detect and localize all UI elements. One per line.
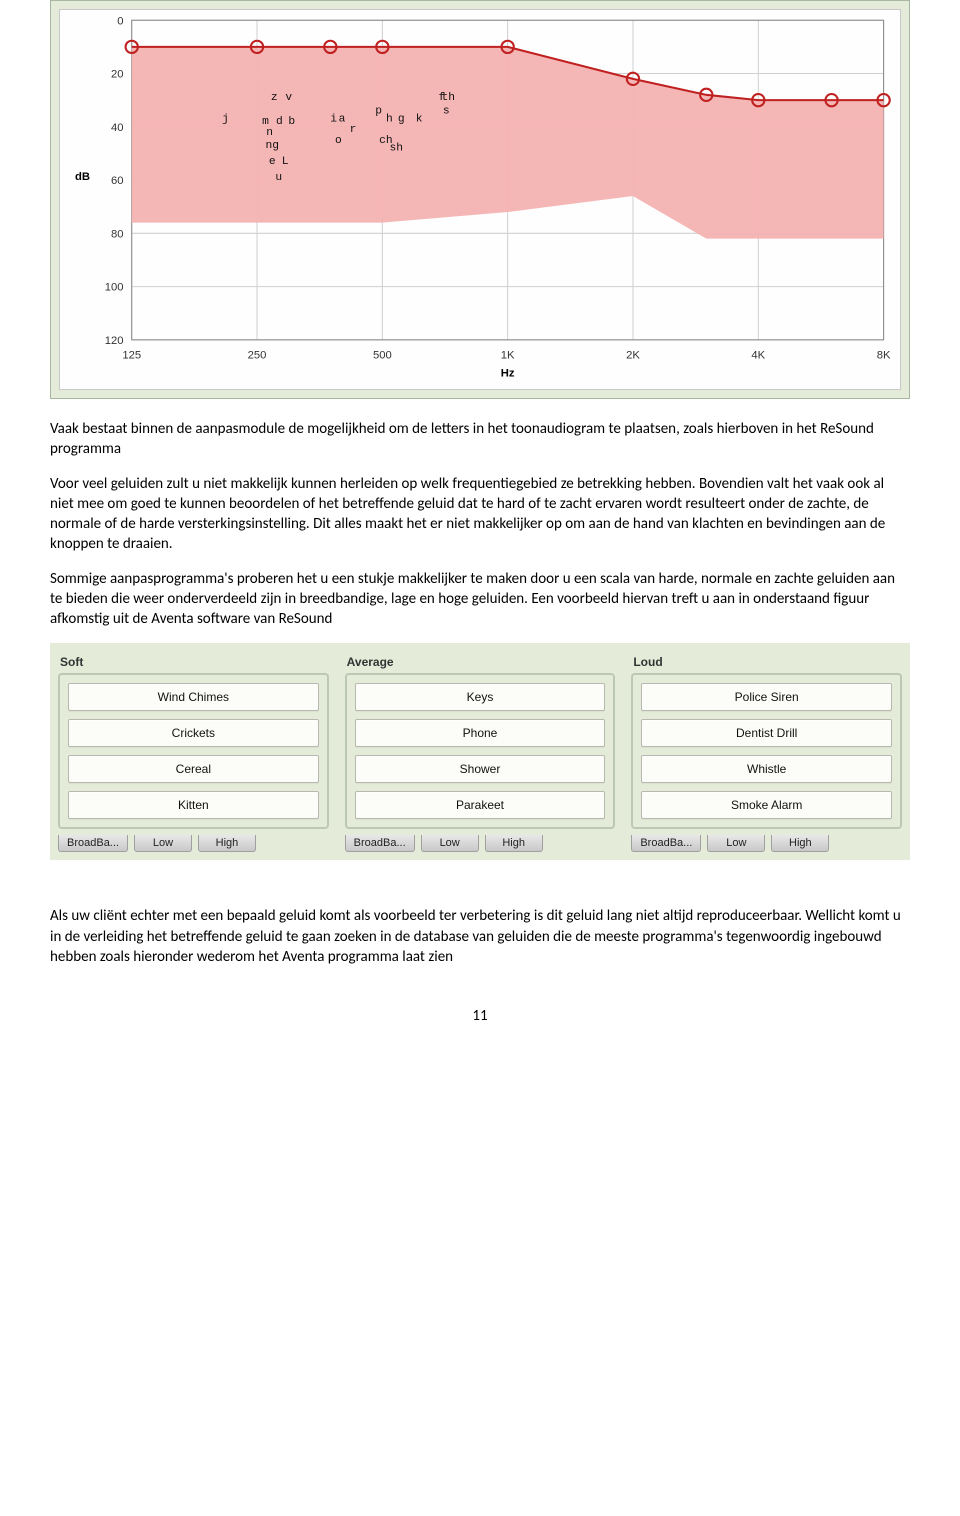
svg-text:p: p [375, 105, 382, 117]
tab-low[interactable]: Low [707, 835, 765, 852]
svg-text:L: L [282, 156, 289, 168]
sound-button[interactable]: Wind Chimes [68, 683, 319, 711]
svg-text:ng: ng [266, 140, 280, 152]
sound-column-soft: Soft Wind Chimes Crickets Cereal Kitten Broad… [58, 651, 329, 852]
page-number: 11 [50, 1007, 910, 1025]
svg-text:n: n [266, 127, 273, 139]
svg-text:500: 500 [373, 349, 392, 361]
sound-box: Wind Chimes Crickets Cereal Kitten [58, 673, 329, 829]
tab-broadba[interactable]: BroadBa... [58, 835, 128, 852]
svg-text:z: z [271, 92, 278, 104]
svg-text:e: e [269, 156, 276, 168]
sound-button[interactable]: Whistle [641, 755, 892, 783]
sound-column-average: Average Keys Phone Shower Parakeet BroadBa...… [345, 651, 616, 852]
sound-button[interactable]: Kitten [68, 791, 319, 819]
svg-text:2K: 2K [626, 349, 640, 361]
svg-text:8K: 8K [877, 349, 891, 361]
sound-box: Police Siren Dentist Drill Whistle Smoke Al… [631, 673, 902, 829]
sound-button[interactable]: Smoke Alarm [641, 791, 892, 819]
svg-text:4K: 4K [751, 349, 765, 361]
svg-text:dB: dB [75, 171, 90, 183]
audiogram-container: 0204060801001201252505001K2K4K8KdBHzjzvm… [50, 0, 910, 399]
paragraph-4: Als uw cliënt echter met een bepaald gel… [50, 906, 910, 967]
svg-text:80: 80 [111, 228, 124, 240]
sound-button[interactable]: Shower [355, 755, 606, 783]
audiogram-chart: 0204060801001201252505001K2K4K8KdBHzjzvm… [59, 9, 901, 390]
tab-row: BroadBa... Low High [58, 835, 329, 852]
tab-row: BroadBa... Low High [345, 835, 616, 852]
paragraph-1: Vaak bestaat binnen de aanpasmodule de m… [50, 419, 910, 460]
svg-text:th: th [442, 92, 456, 104]
tab-row: BroadBa... Low High [631, 835, 902, 852]
svg-text:r: r [350, 124, 357, 136]
tab-high[interactable]: High [485, 835, 543, 852]
sound-column-loud: Loud Police Siren Dentist Drill Whistle Smok… [631, 651, 902, 852]
svg-text:o: o [335, 135, 342, 147]
svg-text:125: 125 [122, 349, 141, 361]
paragraph-2: Voor veel geluiden zult u niet makkelijk… [50, 474, 910, 555]
tab-low[interactable]: Low [421, 835, 479, 852]
svg-text:sh: sh [389, 143, 403, 155]
svg-text:b: b [288, 116, 295, 128]
tab-high[interactable]: High [198, 835, 256, 852]
svg-text:i: i [330, 113, 337, 125]
svg-text:60: 60 [111, 175, 124, 187]
svg-text:a: a [339, 113, 346, 125]
svg-text:0: 0 [117, 15, 123, 27]
svg-text:1K: 1K [501, 349, 515, 361]
tab-broadba[interactable]: BroadBa... [345, 835, 415, 852]
svg-text:s: s [443, 105, 450, 117]
sound-button[interactable]: Keys [355, 683, 606, 711]
svg-text:k: k [416, 113, 423, 125]
sound-column-title: Soft [58, 651, 329, 673]
svg-text:100: 100 [105, 282, 124, 294]
svg-text:g: g [398, 113, 405, 125]
tab-low[interactable]: Low [134, 835, 192, 852]
paragraph-3: Sommige aanpasprogramma's proberen het u… [50, 569, 910, 630]
svg-text:40: 40 [111, 122, 124, 134]
tab-high[interactable]: High [771, 835, 829, 852]
sound-box: Keys Phone Shower Parakeet [345, 673, 616, 829]
audiogram-svg: 0204060801001201252505001K2K4K8KdBHzjzvm… [60, 10, 900, 389]
sound-button[interactable]: Crickets [68, 719, 319, 747]
svg-text:u: u [275, 172, 282, 184]
sound-panel: Soft Wind Chimes Crickets Cereal Kitten Broad… [50, 643, 910, 860]
sound-column-title: Loud [631, 651, 902, 673]
sound-button[interactable]: Cereal [68, 755, 319, 783]
sound-button[interactable]: Parakeet [355, 791, 606, 819]
svg-text:h: h [386, 113, 393, 125]
sound-column-title: Average [345, 651, 616, 673]
svg-text:20: 20 [111, 69, 124, 81]
svg-text:v: v [285, 92, 292, 104]
svg-text:j: j [222, 113, 229, 125]
svg-text:120: 120 [105, 335, 124, 347]
sound-button[interactable]: Dentist Drill [641, 719, 892, 747]
sound-button[interactable]: Phone [355, 719, 606, 747]
tab-broadba[interactable]: BroadBa... [631, 835, 701, 852]
svg-text:Hz: Hz [501, 368, 515, 380]
sound-button[interactable]: Police Siren [641, 683, 892, 711]
svg-text:d: d [276, 116, 283, 128]
svg-text:250: 250 [248, 349, 267, 361]
